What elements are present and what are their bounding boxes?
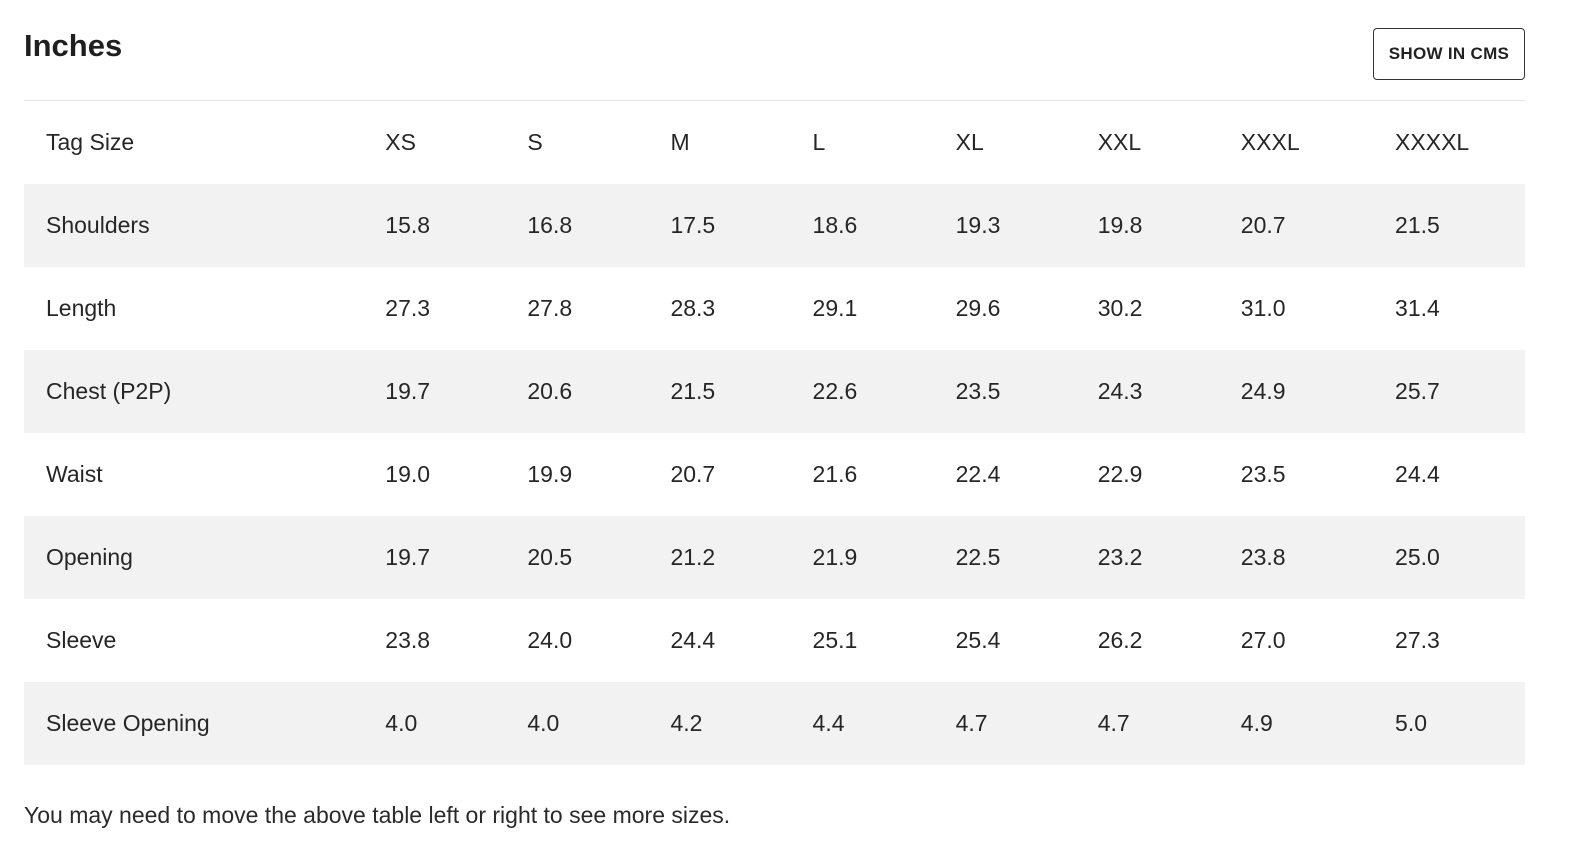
table-cell: 22.9	[1097, 461, 1143, 487]
table-cell: 17.5	[670, 184, 813, 267]
table-row-sleeve: Sleeve 23.8 24.0 24.4 25.1 25.4 26.2 27.…	[24, 599, 1525, 682]
table-cell: 19.7	[385, 350, 528, 433]
show-in-cms-button[interactable]: SHOW IN CMS	[1373, 28, 1525, 80]
table-cell: 4.4	[812, 682, 956, 765]
table-cell: 4.7	[955, 682, 1098, 765]
table-cell: 20.7	[670, 461, 716, 487]
table-cell: 16.8	[527, 184, 671, 267]
table-cell: 19.9	[527, 461, 573, 487]
table-cell: 21.2	[670, 516, 813, 599]
table-cell: 18.6	[812, 184, 956, 267]
table-cell: 25.1	[812, 627, 858, 653]
table-cell: 20.5	[527, 516, 671, 599]
table-cell: 23.5	[1240, 461, 1286, 487]
scroll-hint-text: You may need to move the above table lef…	[24, 802, 731, 828]
table-cell: 25.7	[1395, 350, 1525, 433]
table-cell: 4.0	[527, 682, 671, 765]
row-label: Chest (P2P)	[24, 350, 386, 433]
table-cell: 22.4	[955, 461, 1001, 487]
header-cell-xxxl: XXXL	[1240, 129, 1300, 155]
size-chart-header: Inches SHOW IN CMS	[24, 0, 1525, 101]
row-label: Length	[46, 295, 117, 321]
table-cell: 15.8	[385, 184, 528, 267]
table-cell: 26.2	[1097, 627, 1143, 653]
table-cell: 24.4	[1395, 461, 1440, 487]
table-cell: 27.8	[527, 295, 573, 321]
table-cell: 19.7	[385, 516, 528, 599]
table-cell: 21.9	[812, 516, 956, 599]
table-cell: 19.8	[1097, 184, 1241, 267]
table-cell: 21.6	[812, 461, 858, 487]
table-cell: 23.2	[1097, 516, 1241, 599]
table-header-row: Tag Size XS S M L XL XXL XXXL XXXXL	[24, 101, 1525, 184]
row-label: Sleeve Opening	[24, 682, 386, 765]
table-cell: 31.0	[1240, 295, 1286, 321]
header-cell-xl: XL	[955, 129, 984, 155]
header-cell-xxxxl: XXXXL	[1395, 129, 1470, 155]
table-cell: 22.6	[812, 350, 956, 433]
table-cell: 28.3	[670, 295, 716, 321]
table-cell: 4.7	[1097, 682, 1241, 765]
size-table: Tag Size XS S M L XL XXL XXXL XXXXL Shou…	[24, 101, 1525, 765]
table-cell: 22.5	[955, 516, 1098, 599]
table-cell: 4.9	[1240, 682, 1396, 765]
table-cell: 23.8	[1240, 516, 1396, 599]
table-cell: 27.0	[1240, 627, 1286, 653]
table-cell: 4.0	[385, 682, 528, 765]
table-cell: 29.6	[955, 295, 1001, 321]
table-row-length: Length 27.3 27.8 28.3 29.1 29.6 30.2 31.…	[24, 267, 1525, 350]
table-cell: 30.2	[1097, 295, 1143, 321]
table-row-chest: Chest (P2P) 19.7 20.6 21.5 22.6 23.5 24.…	[24, 350, 1525, 433]
header-cell-s: S	[527, 129, 543, 155]
table-cell: 21.5	[670, 350, 813, 433]
header-cell-tag-size: Tag Size	[46, 129, 135, 155]
table-cell: 24.3	[1097, 350, 1241, 433]
table-row-shoulders: Shoulders 15.8 16.8 17.5 18.6 19.3 19.8 …	[24, 184, 1525, 267]
table-cell: 23.8	[385, 627, 431, 653]
table-row-opening: Opening 19.7 20.5 21.2 21.9 22.5 23.2 23…	[24, 516, 1525, 599]
table-row-sleeve-opening: Sleeve Opening 4.0 4.0 4.2 4.4 4.7 4.7 4…	[24, 682, 1525, 765]
table-cell: 19.0	[385, 461, 431, 487]
table-cell: 24.4	[670, 627, 716, 653]
table-cell: 20.7	[1240, 184, 1396, 267]
row-label: Sleeve	[46, 627, 117, 653]
table-cell: 27.3	[385, 295, 431, 321]
table-cell: 5.0	[1395, 682, 1525, 765]
table-cell: 20.6	[527, 350, 671, 433]
units-title: Inches	[24, 28, 123, 63]
table-cell: 24.0	[527, 627, 573, 653]
table-cell: 4.2	[670, 682, 813, 765]
table-cell: 19.3	[955, 184, 1098, 267]
table-cell: 29.1	[812, 295, 858, 321]
header-cell-l: L	[812, 129, 826, 155]
row-label: Opening	[24, 516, 386, 599]
header-cell-xxl: XXL	[1097, 129, 1142, 155]
table-cell: 27.3	[1395, 627, 1440, 653]
row-label: Waist	[46, 461, 103, 487]
header-cell-m: M	[670, 129, 690, 155]
table-cell: 23.5	[955, 350, 1098, 433]
row-label: Shoulders	[24, 184, 386, 267]
table-cell: 31.4	[1395, 295, 1440, 321]
table-cell: 21.5	[1395, 184, 1525, 267]
table-cell: 25.4	[955, 627, 1001, 653]
header-cell-xs: XS	[385, 129, 416, 155]
table-row-waist: Waist 19.0 19.9 20.7 21.6 22.4 22.9 23.5…	[24, 433, 1525, 516]
table-cell: 25.0	[1395, 516, 1525, 599]
table-cell: 24.9	[1240, 350, 1396, 433]
